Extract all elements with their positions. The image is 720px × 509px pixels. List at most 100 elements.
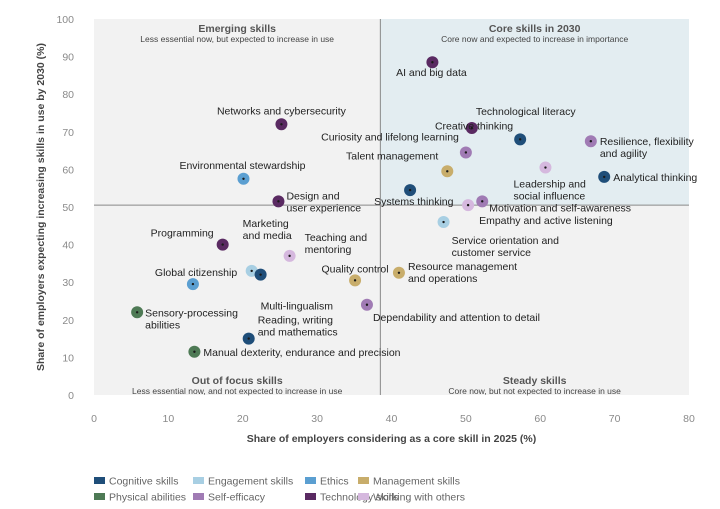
legend-swatch <box>305 477 316 484</box>
x-tick-label: 20 <box>237 413 249 425</box>
data-point: Creative thinking <box>435 120 527 146</box>
data-point: Programming <box>151 228 229 251</box>
point-label: Resilience, flexibility <box>600 136 695 148</box>
legend-label: Self-efficacy <box>208 492 266 504</box>
point-center-dot <box>481 200 484 203</box>
point-label: AI and big data <box>396 67 467 79</box>
data-point: Analytical thinking <box>598 170 697 184</box>
point-label: Reading, writing <box>258 315 333 327</box>
y-tick-label: 20 <box>62 315 74 327</box>
quadrant-subtitle: Less essential now, and not expected to … <box>132 386 343 396</box>
point-center-dot <box>544 166 547 169</box>
y-tick-label: 40 <box>62 240 74 252</box>
point-label: Design and <box>286 190 339 202</box>
point-label: Technological literacy <box>476 106 577 118</box>
point-label: Multi-lingualism <box>261 301 334 313</box>
legend-item: Cognitive skills <box>94 476 178 488</box>
legend-label: Cognitive skills <box>109 476 178 488</box>
point-label: customer service <box>452 247 532 259</box>
point-center-dot <box>250 269 253 273</box>
point-label: Creative thinking <box>435 120 513 132</box>
legend: Cognitive skills Engagement skills Ethics M… <box>94 476 465 504</box>
x-axis-title: Share of employers considering as a core… <box>247 433 536 445</box>
data-point: Multi-lingualism <box>254 268 334 313</box>
point-label: and agility <box>600 148 648 160</box>
data-point: Global citizenship <box>155 267 237 291</box>
point-center-dot <box>446 170 449 173</box>
point-label: Analytical thinking <box>613 172 697 184</box>
x-tick-label: 50 <box>460 413 472 425</box>
data-point: Manual dexterity, endurance and precisio… <box>188 345 401 359</box>
legend-label: Physical abilities <box>109 492 186 504</box>
data-point: Talent management <box>346 150 454 178</box>
axis-ticks: 0 10 20 30 40 50 60 70 80 0 10 20 30 40 50 60 70 80 90 100 <box>56 14 695 425</box>
point-center-dot <box>259 273 262 276</box>
point-label: user experience <box>286 202 361 214</box>
y-tick-label: 80 <box>62 89 74 101</box>
legend-swatch <box>94 493 105 500</box>
point-center-dot <box>518 138 522 141</box>
legend-swatch <box>193 493 204 500</box>
y-tick-label: 10 <box>62 352 74 364</box>
quadrant-title: Emerging skills <box>198 23 276 35</box>
point-center-dot <box>470 126 474 130</box>
legend-swatch <box>358 493 369 500</box>
point-center-dot <box>191 282 195 286</box>
quadrant-subtitle: Core now, but not expected to increase i… <box>448 386 621 396</box>
point-center-dot <box>277 200 280 203</box>
point-label: Quality control <box>321 263 388 275</box>
point-label: Resource management <box>408 261 517 273</box>
core-quadrant-highlight <box>380 19 689 206</box>
point-center-dot <box>431 61 434 64</box>
point-label: social influence <box>513 191 585 203</box>
point-center-dot <box>464 151 468 154</box>
x-tick-label: 40 <box>386 413 398 425</box>
x-tick-label: 80 <box>683 413 695 425</box>
point-label: Networks and cybersecurity <box>217 105 347 117</box>
y-axis-title: Share of employers expecting increasing … <box>35 43 47 371</box>
legend-swatch <box>358 477 369 484</box>
point-center-dot <box>397 271 401 274</box>
data-point: Curiosity and lifelong learning <box>321 131 472 159</box>
legend-item: Management skills <box>358 476 460 488</box>
point-label: Systems thinking <box>374 196 454 208</box>
data-point: AI and big data <box>396 56 467 79</box>
data-point: Motivation and self-awareness <box>476 195 631 214</box>
legend-label: Management skills <box>373 476 460 488</box>
point-label: and operations <box>408 273 477 285</box>
quadrant-title: Steady skills <box>503 375 567 387</box>
legend-item: Physical abilities <box>94 492 186 504</box>
point-label: and mathematics <box>258 327 338 339</box>
point-center-dot <box>221 243 224 246</box>
point-label: Marketing <box>243 218 289 230</box>
y-tick-label: 50 <box>62 202 74 214</box>
legend-item: Engagement skills <box>193 476 293 488</box>
data-point: Empathy and active listening <box>462 199 613 227</box>
y-tick-label: 90 <box>62 52 74 64</box>
legend-swatch <box>305 493 316 500</box>
x-tick-label: 30 <box>311 413 323 425</box>
point-center-dot <box>603 175 606 179</box>
point-label: Talent management <box>346 150 438 162</box>
quadrant-subtitle: Core now and expected to increase in imp… <box>441 34 628 44</box>
point-label: Dependability and attention to detail <box>373 312 540 324</box>
quadrant-title: Out of focus skills <box>192 375 283 387</box>
point-label: Motivation and self-awareness <box>489 202 631 214</box>
point-label: Empathy and active listening <box>479 215 613 227</box>
x-tick-label: 60 <box>534 413 546 425</box>
data-point: Networks and cybersecurity <box>217 105 347 131</box>
point-label: Sensory-processing <box>145 307 238 319</box>
y-tick-label: 30 <box>62 277 74 289</box>
y-tick-label: 70 <box>62 127 74 139</box>
point-label: Global citizenship <box>155 267 237 279</box>
point-label: Teaching and <box>305 232 368 244</box>
point-label: Environmental stewardship <box>179 160 305 172</box>
legend-item: Self-efficacy <box>193 492 266 504</box>
